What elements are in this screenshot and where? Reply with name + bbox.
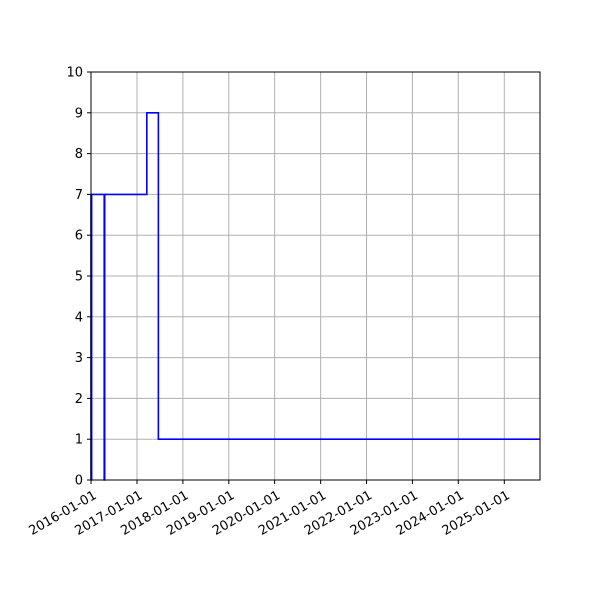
- y-tick-label: 10: [66, 66, 83, 81]
- series-line: [90, 112, 540, 481]
- y-tick-label: 8: [75, 147, 83, 162]
- series-layer: [90, 112, 540, 481]
- y-tick-label: 1: [75, 433, 83, 448]
- y-tick-label: 2: [75, 392, 83, 407]
- y-tick-label: 6: [75, 229, 83, 244]
- y-tick-label: 7: [75, 188, 83, 203]
- y-tick-label: 4: [75, 310, 83, 325]
- y-tick-label: 3: [75, 351, 83, 366]
- ticks: 2016-01-012017-01-012018-01-012019-01-01…: [26, 66, 512, 539]
- y-tick-label: 0: [75, 474, 83, 489]
- y-tick-label: 5: [75, 270, 83, 285]
- y-tick-label: 9: [75, 106, 83, 121]
